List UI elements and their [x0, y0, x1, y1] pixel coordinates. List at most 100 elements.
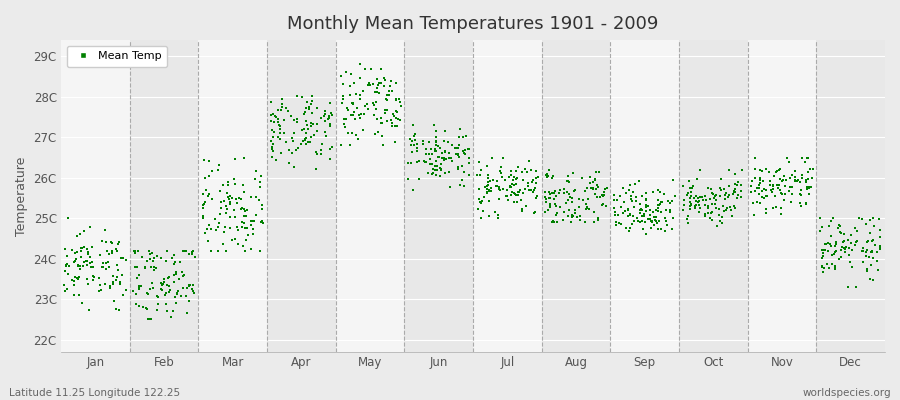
Point — [74, 248, 88, 254]
Point — [116, 292, 130, 298]
Point — [162, 288, 176, 295]
Point — [745, 178, 760, 184]
Point — [685, 185, 699, 192]
Point — [730, 182, 744, 188]
Point — [86, 273, 101, 279]
Point — [623, 210, 637, 217]
Point — [641, 216, 655, 222]
Point — [481, 172, 495, 178]
Point — [873, 234, 887, 240]
Point — [721, 194, 735, 200]
Point — [751, 184, 765, 191]
Point — [169, 290, 184, 297]
Point — [228, 214, 242, 220]
Point — [79, 246, 94, 252]
Point — [648, 216, 662, 223]
Point — [482, 188, 496, 194]
Point — [722, 166, 736, 173]
Point — [373, 80, 387, 86]
Point — [380, 97, 394, 103]
Point — [457, 150, 472, 156]
Point — [588, 176, 602, 183]
Point — [94, 287, 108, 294]
Point — [99, 239, 113, 246]
Point — [744, 183, 759, 190]
Point — [448, 145, 463, 151]
Point — [338, 124, 353, 130]
Point — [568, 207, 582, 214]
Point — [358, 103, 373, 109]
Bar — [404, 40, 473, 352]
Point — [419, 159, 434, 165]
Point — [133, 283, 148, 289]
Point — [872, 216, 886, 222]
Point — [386, 112, 400, 119]
Point — [75, 245, 89, 252]
Point — [752, 175, 767, 182]
Point — [707, 195, 722, 201]
Point — [565, 195, 580, 201]
Point — [580, 196, 595, 202]
Point — [408, 131, 422, 137]
Point — [824, 260, 839, 267]
Point — [677, 197, 691, 203]
Point — [74, 254, 88, 260]
Point — [709, 192, 724, 198]
Point — [547, 190, 562, 196]
Point — [333, 73, 347, 80]
Point — [693, 166, 707, 173]
Point — [356, 88, 370, 94]
Point — [205, 195, 220, 202]
Point — [683, 206, 698, 212]
Point — [265, 146, 279, 152]
Point — [161, 275, 176, 282]
Point — [482, 187, 497, 194]
Point — [130, 248, 145, 254]
Point — [434, 166, 448, 172]
Point — [154, 254, 168, 261]
Point — [225, 237, 239, 243]
Point — [668, 193, 682, 199]
Point — [542, 166, 556, 173]
Point — [269, 157, 284, 164]
Point — [305, 98, 320, 105]
Point — [475, 198, 490, 204]
Point — [866, 277, 880, 284]
Point — [705, 217, 719, 224]
Point — [423, 161, 437, 167]
Point — [800, 154, 814, 161]
Point — [76, 258, 91, 265]
Point — [69, 256, 84, 262]
Point — [833, 230, 848, 236]
Point — [516, 177, 530, 184]
Point — [859, 221, 873, 228]
Point — [67, 277, 81, 284]
Point — [451, 166, 465, 172]
Point — [611, 220, 625, 226]
Point — [451, 152, 465, 158]
Point — [708, 205, 723, 212]
Point — [408, 137, 422, 144]
Point — [227, 207, 241, 213]
Point — [179, 248, 194, 254]
Point — [435, 155, 449, 162]
Point — [372, 89, 386, 96]
Point — [553, 204, 567, 210]
Point — [370, 89, 384, 96]
Point — [255, 201, 269, 208]
Point — [850, 228, 865, 234]
Point — [209, 227, 223, 233]
Point — [138, 265, 152, 272]
Point — [755, 188, 770, 194]
Point — [216, 182, 230, 188]
Point — [187, 290, 202, 296]
Point — [664, 198, 679, 204]
Point — [835, 244, 850, 250]
Point — [596, 201, 610, 207]
Point — [101, 259, 115, 266]
Point — [657, 191, 671, 198]
Point — [775, 178, 789, 185]
Point — [765, 189, 779, 196]
Point — [363, 82, 377, 88]
Point — [244, 218, 258, 224]
